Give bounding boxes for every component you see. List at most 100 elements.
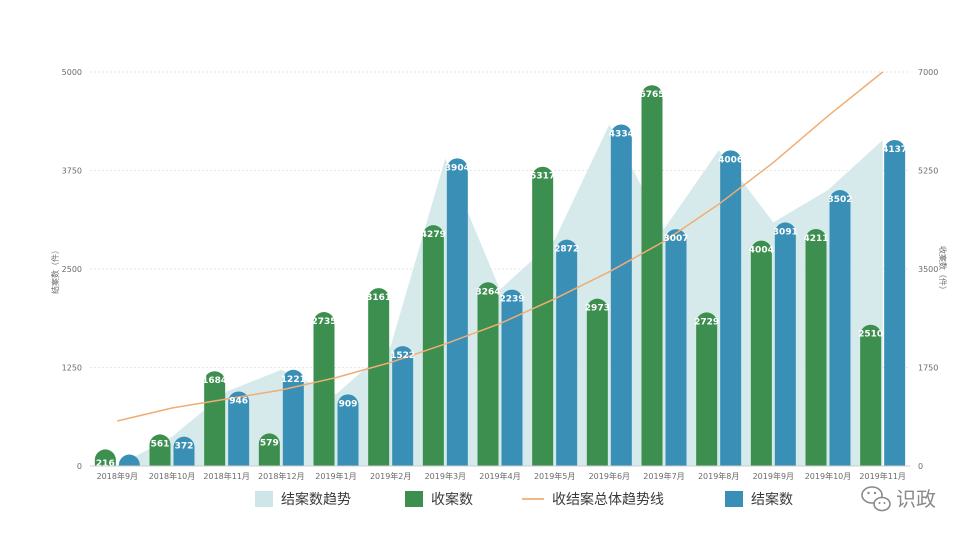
bar-结案数 <box>337 394 359 466</box>
data-label: 216 <box>96 459 115 469</box>
data-label: 5317 <box>530 172 555 182</box>
bar-收案数 <box>422 225 444 466</box>
wechat-icon <box>861 486 891 512</box>
y-right-tick-label: 5250 <box>918 167 938 176</box>
x-tick-label: 2019年7月 <box>643 471 684 481</box>
bar-收案数 <box>586 298 608 466</box>
bar-结案数 <box>501 289 523 466</box>
y-right-tick-label: 0 <box>918 462 923 471</box>
bar-收案数 <box>204 371 226 466</box>
x-tick-label: 2019年3月 <box>425 471 466 481</box>
data-label: 4137 <box>882 145 907 155</box>
data-label: 2973 <box>585 304 610 314</box>
legend-label: 收结案总体趋势线 <box>552 491 664 508</box>
bar-收案数 <box>641 85 663 466</box>
legend-swatch-area <box>255 491 273 507</box>
data-label: 2872 <box>554 245 579 255</box>
bar-结案数 <box>556 239 578 466</box>
data-label: 2510 <box>858 330 883 340</box>
legend-label: 结案数 <box>751 491 793 508</box>
data-label: 4004 <box>749 246 774 256</box>
watermark-text: 识政 <box>896 487 936 511</box>
legend: 结案数趋势 收案数 收结案总体趋势线 结案数 <box>255 491 793 508</box>
bar-结案数 <box>228 391 250 466</box>
trend-line-path <box>117 71 884 422</box>
legend-swatch-bar <box>725 491 743 507</box>
data-label: 909 <box>339 399 358 409</box>
axes: 0 0 1250 1750 2500 3500 3750 5250 5000 7000 2018年9… <box>62 68 939 481</box>
bar-收案数 <box>532 166 554 466</box>
trend-line <box>117 71 884 422</box>
y-left-axis-title: 结案数（件） <box>50 246 60 294</box>
y-left-tick-label: 1250 <box>62 364 82 373</box>
x-tick-label: 2018年9月 <box>97 471 138 481</box>
bar-收案数 <box>313 312 335 466</box>
bar-结案数 <box>665 229 687 466</box>
bar-结案数 <box>610 124 632 467</box>
bar-结案数 <box>118 454 140 466</box>
x-tick-label: 2019年4月 <box>479 471 520 481</box>
y-left-tick-label: 2500 <box>62 265 82 274</box>
bar-收案数 <box>477 282 499 466</box>
data-label: 3007 <box>663 234 688 244</box>
x-tick-label: 2018年12月 <box>258 471 305 481</box>
x-tick-label: 2019年8月 <box>698 471 739 481</box>
watermark: 识政 <box>861 486 936 512</box>
bar-收案数 <box>149 434 171 466</box>
x-tick-label: 2018年10月 <box>149 471 196 481</box>
data-label: 3502 <box>827 195 852 205</box>
data-label: 6765 <box>639 90 664 100</box>
data-label: 4279 <box>421 230 446 240</box>
data-label: 1684 <box>202 376 227 386</box>
x-tick-label: 2018年11月 <box>203 471 250 481</box>
bar-结案数 <box>774 222 796 466</box>
data-label: 3904 <box>445 163 470 173</box>
bar-收案数 <box>750 240 772 466</box>
x-tick-label: 2019年2月 <box>370 471 411 481</box>
y-left-tick-label: 0 <box>77 462 82 471</box>
data-label: 2239 <box>499 295 524 305</box>
data-label: 2735 <box>311 317 336 327</box>
legend-label: 收案数 <box>431 491 473 508</box>
data-label: 4211 <box>803 234 828 244</box>
bar-收案数 <box>368 288 390 466</box>
bar-结案数 <box>392 346 414 466</box>
bar-结案数 <box>446 158 468 466</box>
y-left-tick-label: 5000 <box>62 68 82 77</box>
data-label: 3264 <box>475 287 500 297</box>
data-label: 372 <box>175 442 194 452</box>
bar-结案数 <box>720 150 742 466</box>
x-tick-label: 2019年10月 <box>805 471 852 481</box>
bar-收案数 <box>696 312 718 466</box>
bar-结案数 <box>282 369 304 466</box>
data-label: 579 <box>260 438 279 448</box>
data-label: 3161 <box>366 293 391 303</box>
x-tick-label: 2019年1月 <box>315 471 356 481</box>
bar-收案数 <box>94 449 116 466</box>
x-tick-label: 2019年11月 <box>859 471 906 481</box>
y-left-tick-label: 3750 <box>62 167 82 176</box>
data-label: 946 <box>229 396 248 406</box>
bar-收案数 <box>258 433 280 466</box>
bar-结案数 <box>829 190 851 466</box>
data-label: 2729 <box>694 317 719 327</box>
bar-收案数 <box>860 324 882 466</box>
data-label: 1221 <box>281 375 306 385</box>
y-right-tick-label: 7000 <box>918 68 938 77</box>
data-label: 3091 <box>773 227 798 237</box>
legend-label: 结案数趋势 <box>281 491 351 508</box>
y-right-tick-label: 1750 <box>918 364 938 373</box>
bars <box>94 85 906 467</box>
data-label: 4334 <box>609 129 634 139</box>
legend-swatch-bar <box>405 491 423 507</box>
bar-结案数 <box>884 140 906 466</box>
x-tick-label: 2019年6月 <box>589 471 630 481</box>
data-label: 4006 <box>718 155 743 165</box>
data-label: 561 <box>151 439 170 449</box>
bar-收案数 <box>805 228 827 466</box>
data-label: 1522 <box>390 351 415 361</box>
x-tick-label: 2019年9月 <box>753 471 794 481</box>
y-right-axis-title: 收案数（件） <box>938 246 948 294</box>
bar-结案数 <box>173 436 195 466</box>
